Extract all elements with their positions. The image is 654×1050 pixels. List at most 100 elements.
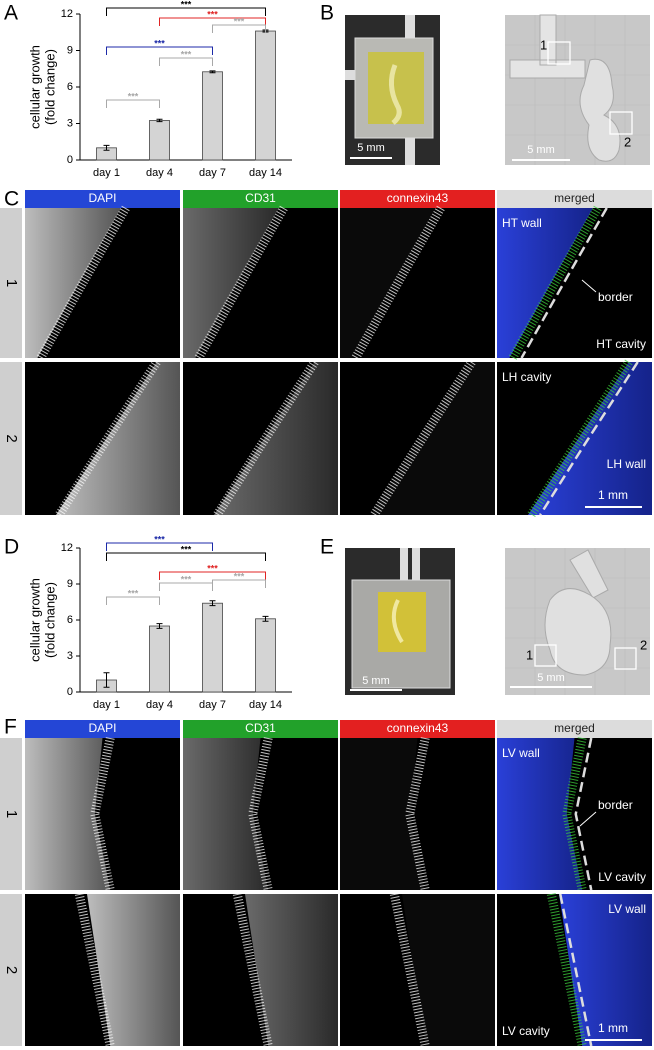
bar xyxy=(149,625,170,693)
pointer xyxy=(581,279,597,293)
column-header xyxy=(183,190,338,208)
significance-bracket xyxy=(212,24,266,33)
column-header-label: connexin43 xyxy=(387,191,449,205)
image-label: LV wall xyxy=(608,902,646,916)
significance-bracket xyxy=(159,17,266,26)
significance-bracket xyxy=(106,552,266,561)
significance-bracket xyxy=(106,46,213,55)
significance-label: *** xyxy=(128,588,139,598)
x-tick-label: day 14 xyxy=(249,167,282,179)
y-tick-label: 12 xyxy=(61,8,73,20)
cell-layer xyxy=(90,737,115,891)
scale-bar-label: 5 mm xyxy=(362,675,390,687)
tissue xyxy=(56,362,180,515)
scale-bar-label: 5 mm xyxy=(357,142,385,154)
x-tick-label: day 1 xyxy=(93,167,120,179)
micrograph xyxy=(340,893,495,1047)
error-bar xyxy=(262,615,269,622)
bar xyxy=(149,120,170,161)
significance-label: *** xyxy=(181,49,192,59)
cell-layer xyxy=(248,737,273,891)
column-header xyxy=(25,190,180,208)
photo-device: 5 mm xyxy=(345,548,455,695)
border-line xyxy=(574,737,593,891)
panel-letter: C xyxy=(4,188,19,211)
significance-label: *** xyxy=(207,9,218,19)
y-tick-label: 9 xyxy=(67,44,73,56)
column-header-label: merged xyxy=(554,721,595,735)
micrograph xyxy=(340,737,495,891)
error-bar xyxy=(156,118,163,123)
image-label: border xyxy=(598,290,633,304)
region-label: 2 xyxy=(640,637,647,652)
column-header xyxy=(497,190,652,208)
model-render: 1 2 5 mm xyxy=(505,14,650,165)
region-label: 1 xyxy=(526,647,533,662)
y-axis-label: cellular growth xyxy=(27,45,42,129)
significance-label: *** xyxy=(181,544,192,554)
error-bar xyxy=(209,70,216,74)
y-tick-label: 0 xyxy=(67,154,73,166)
x-tick-label: day 7 xyxy=(199,167,226,179)
significance-label: *** xyxy=(234,571,245,581)
scale-bar-label: 5 mm xyxy=(527,144,555,156)
y-tick-label: 9 xyxy=(67,578,73,590)
column-header-label: DAPI xyxy=(88,721,116,735)
cell-layer xyxy=(546,893,587,1047)
row-header xyxy=(0,362,22,515)
region-label: 2 xyxy=(624,134,631,149)
row-header-label: 2 xyxy=(3,966,20,974)
micrograph xyxy=(340,205,495,361)
scale-bar-label: 5 mm xyxy=(537,672,565,684)
micrograph xyxy=(25,737,180,891)
tissue xyxy=(559,894,652,1046)
micrograph xyxy=(183,359,338,518)
bar xyxy=(255,30,276,161)
tissue xyxy=(371,362,495,515)
border-line xyxy=(539,361,639,516)
panel-letter: A xyxy=(4,2,18,25)
micrograph xyxy=(497,359,652,518)
row-header-label: 1 xyxy=(3,279,20,287)
tissue xyxy=(497,208,594,358)
significance-bracket xyxy=(159,57,213,66)
cell-layer xyxy=(213,359,319,518)
micrograph xyxy=(497,737,652,891)
column-header-label: merged xyxy=(554,191,595,205)
tissue xyxy=(183,738,269,890)
image-label: LV wall xyxy=(502,746,540,760)
y-tick-label: 0 xyxy=(67,686,73,698)
panel-letter: D xyxy=(4,536,19,559)
significance-bracket xyxy=(159,571,266,580)
row-header xyxy=(0,894,22,1046)
significance-label: *** xyxy=(181,0,192,9)
micrograph xyxy=(497,893,652,1047)
cell-layer xyxy=(389,893,430,1047)
panel-letter: E xyxy=(320,536,334,559)
column-header-label: CD31 xyxy=(245,191,276,205)
y-tick-label: 6 xyxy=(67,81,73,93)
micrograph xyxy=(25,205,180,361)
region-label: 1 xyxy=(540,37,547,52)
image-label: LV cavity xyxy=(502,1024,550,1038)
significance-label: *** xyxy=(181,574,192,584)
column-header-label: DAPI xyxy=(88,191,116,205)
tissue xyxy=(340,208,437,358)
tissue xyxy=(87,894,180,1046)
tissue xyxy=(183,208,280,358)
tissue xyxy=(402,894,495,1046)
significance-bracket xyxy=(106,596,160,605)
x-tick-label: day 4 xyxy=(146,699,173,711)
x-tick-label: day 14 xyxy=(249,699,282,711)
significance-label: *** xyxy=(234,16,245,26)
y-tick-label: 3 xyxy=(67,117,73,129)
micrograph xyxy=(340,359,495,518)
panel-letter: B xyxy=(320,2,334,25)
error-bar xyxy=(156,623,163,629)
tissue xyxy=(245,894,338,1046)
significance-bracket xyxy=(106,7,266,16)
tissue xyxy=(497,738,583,890)
image-label: HT wall xyxy=(502,216,542,230)
micrograph xyxy=(25,359,180,518)
tissue xyxy=(25,208,122,358)
